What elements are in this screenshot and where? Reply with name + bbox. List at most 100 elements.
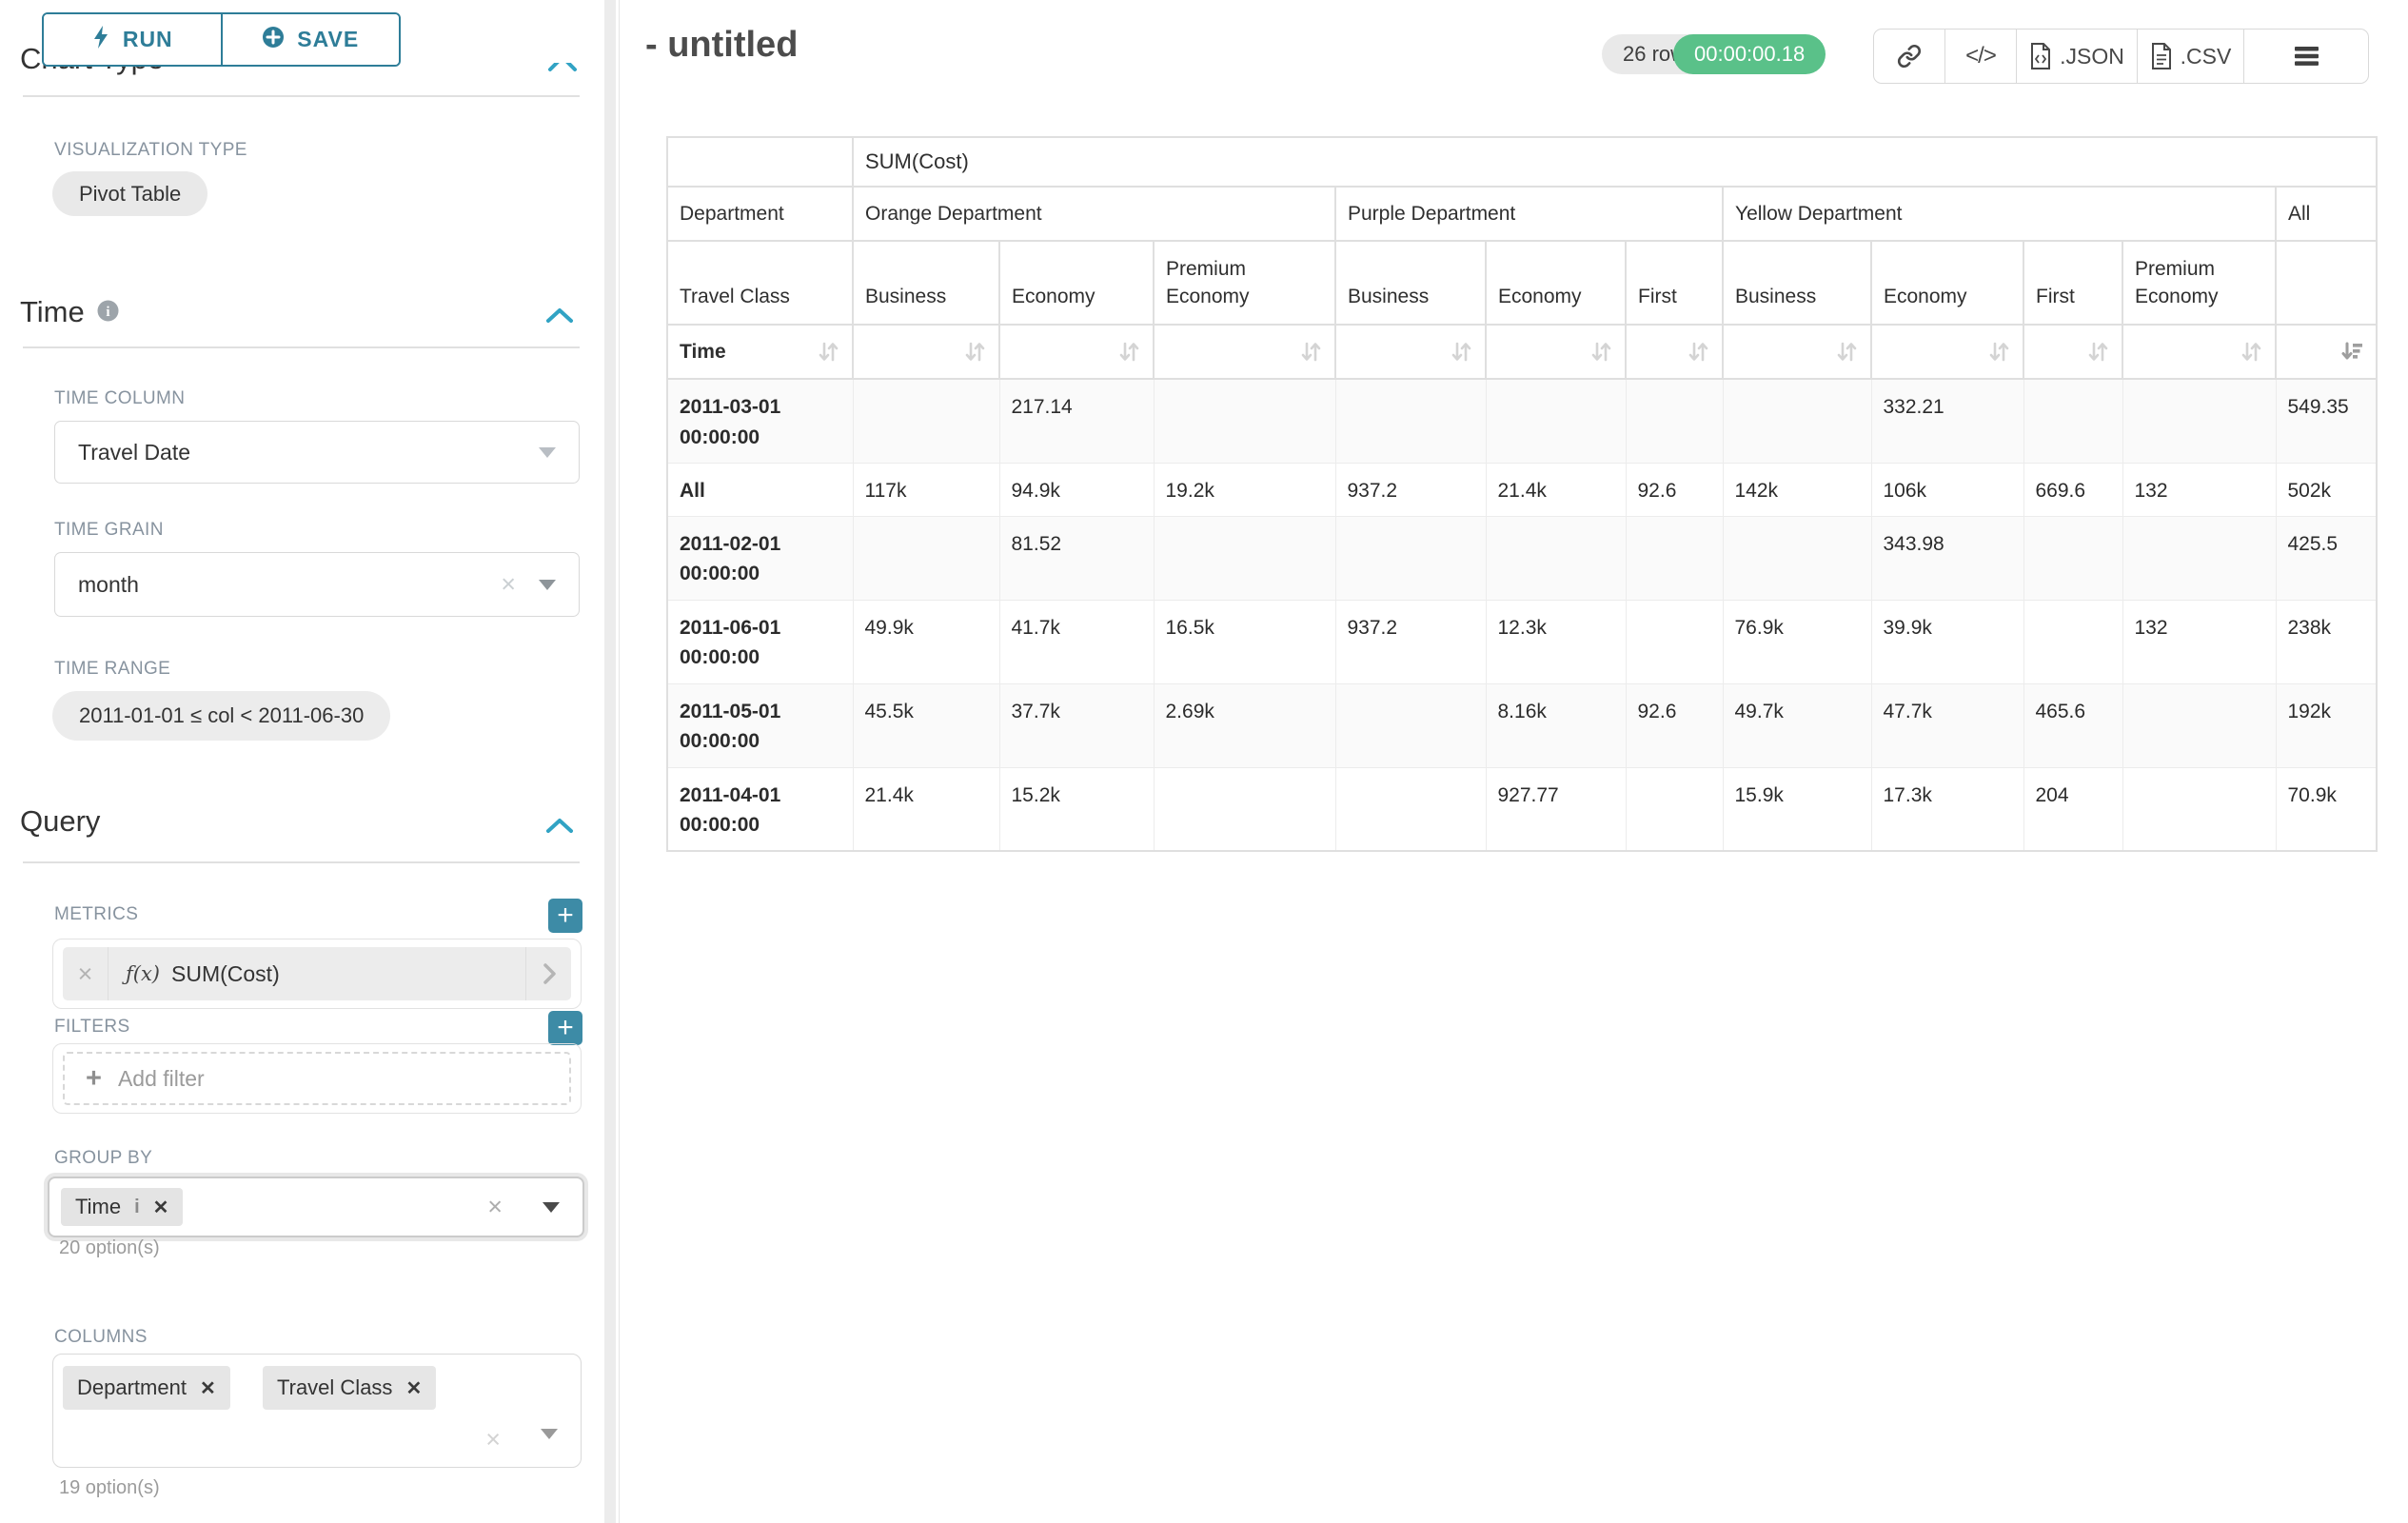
pivot-row: 2011-04-01 00:00:00 21.4k 15.2k 927.77 15.9k… (666, 766, 2378, 852)
pivot-cell (2023, 378, 2123, 464)
pivot-sort-header[interactable] (852, 324, 1000, 380)
pivot-cell: 217.14 (998, 378, 1155, 464)
sort-icon (2241, 342, 2261, 362)
pivot-sort-header[interactable] (1625, 324, 1724, 380)
pivot-cell (2122, 515, 2277, 601)
pivot-row-label: 2011-06-01 00:00:00 (666, 599, 854, 684)
pivot-cell: 12.3k (1485, 599, 1627, 684)
pivot-cell: 37.7k (998, 682, 1155, 768)
clear-icon[interactable]: × (485, 1425, 501, 1454)
columns-label: COLUMNS (54, 1327, 148, 1347)
pivot-cell (852, 515, 1000, 601)
save-button[interactable]: SAVE (220, 14, 399, 65)
pivot-sort-header[interactable] (2275, 324, 2378, 380)
chart-control-panel: Chart Type RUN SAVE VISUALIZATION TYPE P… (0, 0, 620, 1523)
export-csv-button[interactable]: .CSV (2137, 30, 2243, 83)
pivot-cell (1334, 682, 1487, 768)
more-options-menu-button[interactable] (2243, 30, 2368, 83)
columns-select[interactable]: Department ✕ Travel Class ✕ × (52, 1354, 582, 1468)
run-button-label: RUN (122, 27, 173, 51)
sort-icon (1989, 342, 2009, 362)
remove-chip-icon[interactable]: ✕ (152, 1197, 169, 1218)
pivot-cell: 70.9k (2275, 766, 2378, 852)
pivot-cell: 502k (2275, 462, 2378, 517)
sort-icon (1837, 342, 1857, 362)
embed-code-button[interactable]: </> (1944, 30, 2016, 83)
pivot-col-header (2275, 240, 2378, 326)
time-section-heading: Time i (20, 295, 119, 329)
chart-type-collapse-chevron-icon[interactable] (546, 63, 579, 73)
add-metric-button[interactable]: + (548, 899, 582, 933)
export-json-button[interactable]: .JSON (2016, 30, 2137, 83)
pivot-row-dimension-sort-header[interactable]: Time (666, 324, 854, 380)
pivot-cell: 39.9k (1870, 599, 2024, 684)
metric-pill[interactable]: × ƒ(x) SUM(Cost) (63, 947, 571, 1000)
query-collapse-chevron-icon[interactable] (544, 817, 575, 839)
pivot-cell (1153, 515, 1336, 601)
pivot-cell (1485, 515, 1627, 601)
pivot-row-label: 2011-02-01 00:00:00 (666, 515, 854, 601)
pivot-col-header: Premium Economy (2122, 240, 2277, 326)
pivot-cell (1625, 515, 1724, 601)
pivot-sort-header[interactable] (1722, 324, 1872, 380)
remove-chip-icon[interactable]: ✕ (199, 1377, 216, 1399)
run-button[interactable]: RUN (44, 14, 221, 65)
pivot-cell (1722, 378, 1872, 464)
pivot-cell: 92.6 (1625, 462, 1724, 517)
pivot-col-header: Economy (1870, 240, 2024, 326)
remove-chip-icon[interactable]: ✕ (405, 1377, 423, 1399)
add-filter-button[interactable]: + Add filter (63, 1052, 571, 1105)
pivot-sort-header[interactable] (2023, 324, 2123, 380)
pivot-cell (2122, 378, 2277, 464)
chevron-down-icon (543, 1202, 560, 1213)
pivot-col-header: Business (1722, 240, 1872, 326)
pivot-group-header: Purple Department (1334, 186, 1724, 242)
time-range-value[interactable]: 2011-01-01 ≤ col < 2011-06-30 (52, 691, 391, 741)
save-button-label: SAVE (297, 27, 360, 51)
columns-chip-label: Department (77, 1375, 187, 1399)
visualization-type-label: VISUALIZATION TYPE (54, 140, 247, 160)
visualization-type-value[interactable]: Pivot Table (52, 171, 208, 216)
function-icon: ƒ(x) (126, 962, 161, 985)
sort-icon (1688, 342, 1708, 362)
chevron-down-icon (539, 580, 556, 590)
clear-icon[interactable]: × (501, 569, 516, 599)
pivot-sort-header[interactable] (1485, 324, 1627, 380)
pivot-corner-cell (666, 136, 854, 188)
sort-desc-active-icon (2341, 342, 2362, 360)
time-collapse-chevron-icon[interactable] (544, 307, 575, 328)
time-column-select[interactable]: Travel Date (54, 421, 580, 484)
pivot-cell: 927.77 (1485, 766, 1627, 852)
clear-icon[interactable]: × (487, 1192, 503, 1221)
pivot-cell: 92.6 (1625, 682, 1724, 768)
pivot-table: SUM(Cost) Department Orange Department Purp… (666, 136, 2378, 852)
pivot-cell: 117k (852, 462, 1000, 517)
chevron-right-icon[interactable] (525, 947, 571, 1000)
filters-container: + Add filter (52, 1043, 582, 1114)
pivot-col-header: Business (852, 240, 1000, 326)
pivot-col-header: Economy (998, 240, 1155, 326)
sort-icon (1119, 342, 1139, 362)
copy-link-button[interactable] (1874, 30, 1944, 83)
pivot-sort-header[interactable] (1334, 324, 1487, 380)
remove-metric-icon[interactable]: × (63, 947, 109, 1000)
pivot-row-label: 2011-05-01 00:00:00 (666, 682, 854, 768)
pivot-cell (1722, 515, 1872, 601)
sidebar-scrollbar[interactable] (604, 0, 616, 1523)
pivot-row-label: 2011-04-01 00:00:00 (666, 766, 854, 852)
chart-result-area: - untitled 26 rows 00:00:00.18 </> .JSON… (620, 0, 2408, 1523)
group-by-select[interactable]: Time i ✕ × (48, 1177, 584, 1237)
pivot-sort-header[interactable] (998, 324, 1155, 380)
pivot-cell: 549.35 (2275, 378, 2378, 464)
time-column-label: TIME COLUMN (54, 388, 186, 408)
chart-title: - untitled (645, 25, 799, 65)
pivot-cell (1153, 378, 1336, 464)
metrics-container: × ƒ(x) SUM(Cost) (52, 939, 582, 1009)
pivot-sort-header[interactable] (2122, 324, 2277, 380)
add-filter-plus-button[interactable]: + (548, 1011, 582, 1045)
pivot-cell: 49.9k (852, 599, 1000, 684)
pivot-sort-header[interactable] (1153, 324, 1336, 380)
pivot-sort-header[interactable] (1870, 324, 2024, 380)
time-grain-select[interactable]: month × (54, 552, 580, 617)
file-code-icon (2031, 43, 2051, 69)
